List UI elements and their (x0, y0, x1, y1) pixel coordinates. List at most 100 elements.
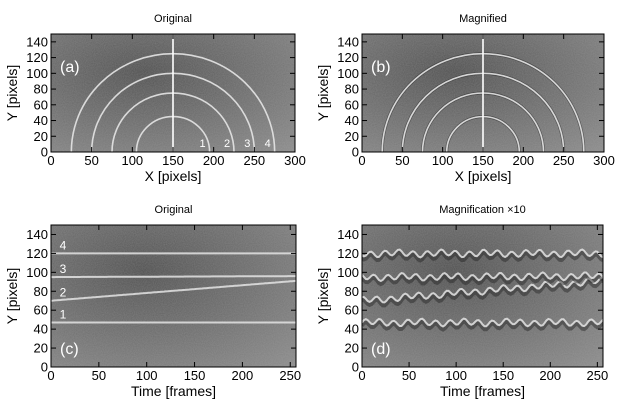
y-tick-label: 0 (352, 360, 359, 375)
track-4 (362, 248, 603, 259)
y-tick-label: 120 (26, 50, 48, 65)
y-tick-label: 20 (34, 129, 48, 144)
panel-1: 1 2 3 40 50 100 150 200 250 300020406080100120140… (4, 13, 306, 184)
track-label: 2 (60, 285, 67, 299)
x-tick-label: 100 (445, 368, 467, 383)
y-tick-label: 60 (345, 303, 359, 318)
image-area (51, 225, 296, 367)
x-tick-label: 250 (587, 368, 609, 383)
panel-title: Magnification ×10 (439, 204, 526, 216)
x-tick-label: 150 (472, 153, 494, 168)
track-label: 4 (60, 238, 67, 252)
y-tick-label: 80 (34, 82, 48, 97)
image-noise (51, 225, 296, 367)
panel-label: (b) (371, 59, 391, 76)
image-area (51, 34, 295, 152)
y-tick-label: 120 (26, 246, 48, 261)
x-axis-label: Time [frames] (131, 383, 216, 399)
x-tick-label: 200 (203, 153, 225, 168)
y-tick-label: 100 (26, 66, 48, 81)
y-tick-label: 140 (26, 227, 48, 242)
x-axis-label: Time [frames] (440, 383, 525, 399)
x-tick-label: 50 (395, 153, 409, 168)
panel-label: (a) (60, 59, 80, 76)
panel-label: (d) (371, 341, 391, 358)
y-tick-label: 100 (26, 265, 48, 280)
y-axis-label: Y [pixels] (315, 65, 331, 122)
x-tick-label: 50 (92, 368, 106, 383)
y-tick-label: 120 (337, 50, 359, 65)
y-axis-label: Y [pixels] (315, 268, 331, 325)
track-3 (362, 271, 603, 283)
arc-label: 2 (224, 138, 230, 150)
arc-label: 4 (265, 138, 271, 150)
panel-title: Original (155, 204, 193, 216)
track-1 (362, 317, 603, 328)
x-tick-label: 200 (512, 153, 534, 168)
x-tick-label: 300 (593, 153, 615, 168)
plot-frame (361, 224, 604, 368)
y-tick-label: 60 (34, 303, 48, 318)
y-tick-label: 0 (41, 360, 48, 375)
track-shadow-1 (362, 319, 603, 332)
x-tick-label: 50 (84, 153, 98, 168)
panel-title: Original (154, 13, 192, 25)
x-tick-label: 100 (121, 153, 143, 168)
y-tick-label: 40 (345, 322, 359, 337)
y-tick-label: 20 (345, 129, 359, 144)
y-tick-label: 20 (34, 341, 48, 356)
y-tick-label: 120 (337, 246, 359, 261)
track-label: 1 (60, 308, 67, 322)
y-tick-label: 40 (34, 113, 48, 128)
y-tick-label: 140 (337, 34, 359, 49)
panel-2: 0 50 100 150 200 250 300020406080100120140Magn… (315, 13, 615, 184)
track-label: 3 (60, 262, 67, 276)
y-tick-label: 0 (352, 145, 359, 160)
x-tick-label: 150 (184, 368, 206, 383)
x-tick-label: 0 (358, 368, 365, 383)
y-tick-label: 140 (26, 34, 48, 49)
x-axis-label: X [pixels] (455, 168, 512, 184)
y-tick-label: 60 (345, 97, 359, 112)
y-tick-label: 80 (345, 82, 359, 97)
x-tick-label: 200 (539, 368, 561, 383)
x-tick-label: 250 (279, 368, 301, 383)
track-shadow-2 (362, 278, 603, 308)
y-tick-label: 100 (337, 265, 359, 280)
y-tick-label: 100 (337, 66, 359, 81)
plot-frame (50, 224, 297, 368)
arc-label: 3 (244, 138, 250, 150)
x-tick-label: 250 (243, 153, 265, 168)
x-tick-label: 150 (492, 368, 514, 383)
track-3 (51, 275, 296, 279)
x-tick-label: 100 (432, 153, 454, 168)
x-tick-label: 0 (358, 153, 365, 168)
panel-4: 0 50 100 150 200 250 0 20 40 60 80 100 120 140 Magnifi… (315, 204, 608, 399)
x-tick-label: 50 (402, 368, 416, 383)
image-area (362, 225, 603, 367)
x-tick-label: 0 (47, 153, 54, 168)
y-tick-label: 40 (34, 322, 48, 337)
y-tick-label: 140 (337, 227, 359, 242)
x-tick-label: 0 (47, 368, 54, 383)
x-tick-label: 250 (553, 153, 575, 168)
panel-title: Magnified (459, 13, 507, 25)
x-tick-label: 150 (162, 153, 184, 168)
y-tick-label: 0 (41, 145, 48, 160)
track-2 (51, 279, 296, 302)
y-axis-label: Y [pixels] (4, 268, 20, 325)
image-area (362, 34, 604, 152)
y-tick-label: 80 (345, 284, 359, 299)
track-shadow-3 (362, 273, 603, 287)
track-2 (362, 276, 603, 304)
y-tick-label: 60 (34, 97, 48, 112)
x-tick-label: 200 (232, 368, 254, 383)
panel-label: (c) (60, 341, 79, 358)
y-axis-label: Y [pixels] (4, 65, 20, 122)
y-tick-label: 80 (34, 284, 48, 299)
y-tick-label: 40 (345, 113, 359, 128)
x-axis-label: X [pixels] (145, 168, 202, 184)
track-shadow-4 (362, 250, 603, 263)
